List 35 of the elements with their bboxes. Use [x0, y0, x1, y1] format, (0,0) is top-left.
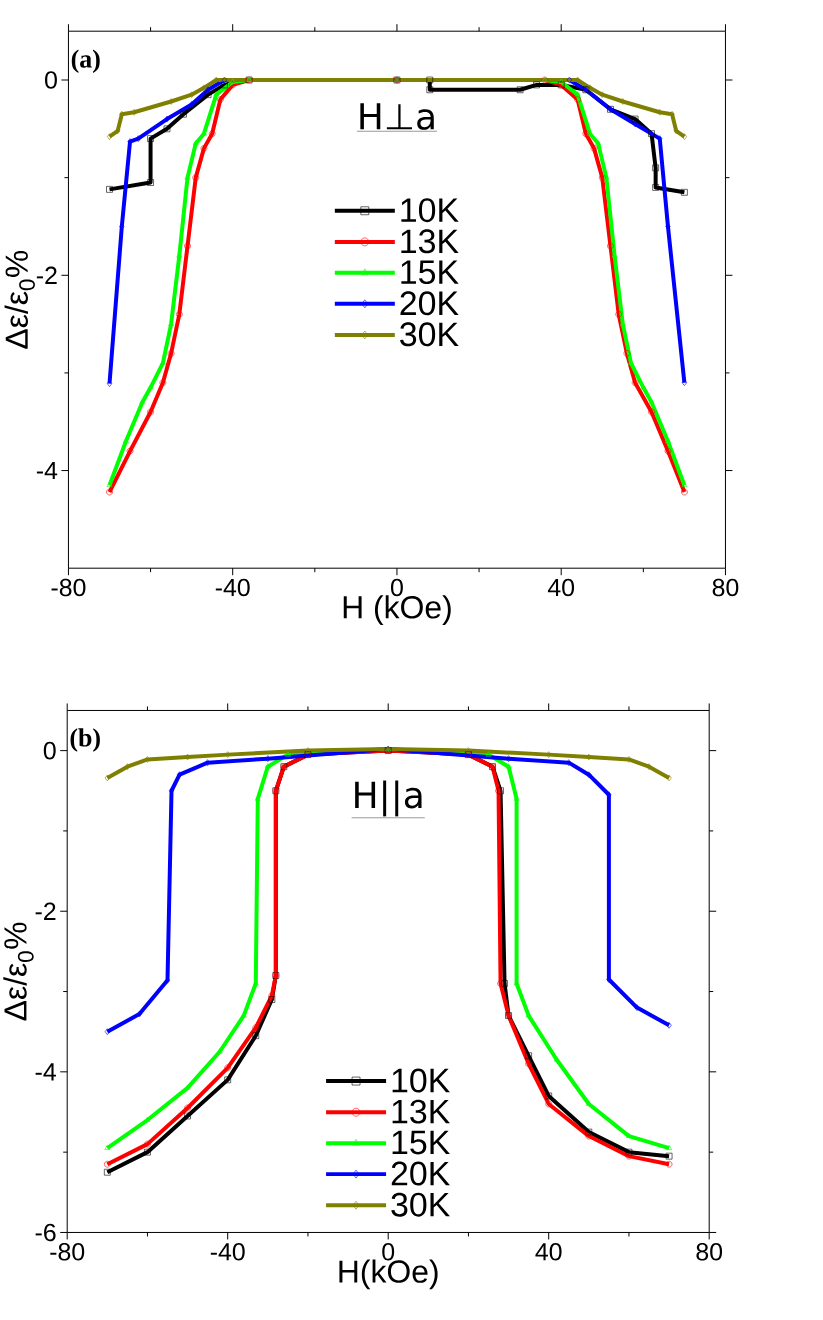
x-tick-label: 80 — [696, 1242, 723, 1261]
legend-label: 13K — [401, 229, 459, 254]
y-tick-label: -6 — [35, 1223, 56, 1242]
x-tick-label: -80 — [51, 578, 86, 597]
y-tick-label: -2 — [35, 902, 56, 920]
annotation: (a) — [71, 49, 100, 73]
annotation: (b) — [70, 728, 100, 752]
x-tick-label: 0 — [391, 578, 403, 597]
legend-label: 15K — [401, 260, 459, 285]
x-axis-title: H(kOe) — [339, 1259, 438, 1290]
x-tick-label: 80 — [712, 578, 739, 597]
legend-label: 10K — [392, 1068, 451, 1093]
legend-label: 20K — [391, 1161, 451, 1186]
legend-label: 10K — [401, 198, 459, 223]
x-tick-label: 0 — [382, 1242, 395, 1261]
x-tick-label: -40 — [210, 1242, 245, 1261]
y-tick-label: -4 — [35, 1063, 57, 1081]
y-axis-title: Δε/ε$_{0}$% — [3, 922, 34, 1021]
y-tick-label: -4 — [36, 461, 58, 480]
x-tick-label: 40 — [548, 578, 575, 597]
y-tick-label: 0 — [45, 71, 58, 89]
legend-label: 15K — [392, 1130, 451, 1155]
y-tick-label: -2 — [36, 266, 57, 284]
legend-label: 13K — [392, 1099, 451, 1124]
legend-label: 20K — [400, 291, 459, 316]
x-tick-label: 40 — [535, 1242, 562, 1261]
legend-label: 30K — [400, 322, 459, 347]
x-axis-title: H (kOe) — [343, 595, 451, 625]
annotation: H||a — [355, 780, 422, 817]
x-tick-label: -80 — [50, 1242, 85, 1261]
annotation: H⊥a — [360, 103, 434, 130]
x-tick-label: -40 — [215, 578, 250, 597]
y-tick-label: 0 — [43, 741, 56, 760]
legend-label: 30K — [391, 1192, 451, 1217]
y-axis-title: Δε/ε$_{0}$% — [4, 250, 36, 349]
